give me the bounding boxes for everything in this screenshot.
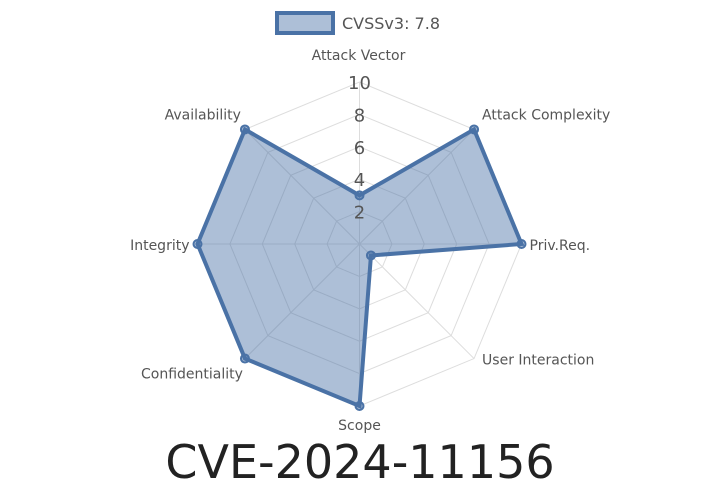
grid-spoke <box>359 129 475 245</box>
data-point <box>354 401 365 411</box>
grid-spoke <box>244 129 360 245</box>
data-point <box>192 239 203 249</box>
chart-title: CVE-2024-11156 <box>165 435 555 489</box>
tick-label: 4 <box>354 170 365 191</box>
legend-label: CVSSv3: 7.8 <box>342 14 440 33</box>
axis-label: Availability <box>165 107 241 123</box>
tick-label: 8 <box>354 105 365 126</box>
data-point <box>365 250 376 261</box>
tick-label: 6 <box>354 138 365 159</box>
axis-label: Priv.Req. <box>530 238 591 254</box>
axis-label: Integrity <box>130 238 189 254</box>
axis-label: User Interaction <box>482 353 594 369</box>
tick-label: 10 <box>348 73 371 94</box>
legend-swatch <box>275 11 335 35</box>
data-point <box>239 124 250 135</box>
data-point <box>354 190 365 201</box>
axis-label: Attack Vector <box>312 48 406 64</box>
axis-label: Scope <box>338 418 381 434</box>
axis-label: Attack Complexity <box>482 107 610 123</box>
grid-spoke <box>244 243 360 359</box>
grid-spoke <box>359 243 475 359</box>
data-point <box>516 239 527 249</box>
tick-label: 2 <box>354 203 365 224</box>
axis-label: Confidentiality <box>141 367 243 383</box>
data-point <box>469 124 480 135</box>
data-point <box>239 353 250 364</box>
